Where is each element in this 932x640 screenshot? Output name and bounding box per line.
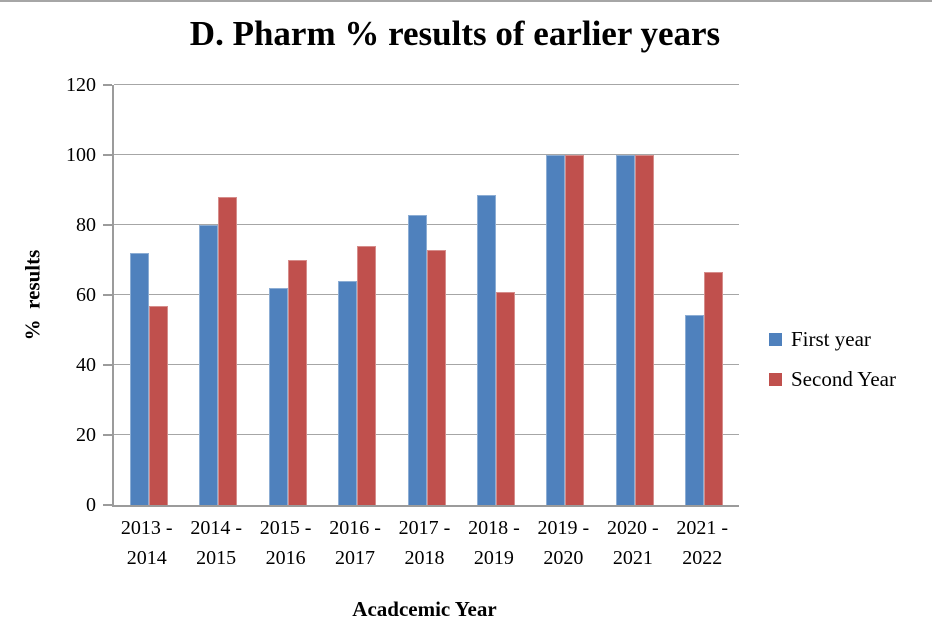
x-category-label-1: 2013 - 2014: [120, 517, 173, 569]
gridline-y80: [114, 224, 739, 225]
bar-second-year-8: [634, 155, 654, 505]
legend-swatch-icon: [769, 332, 782, 346]
x-axis-title: Acadcemic Year: [352, 597, 497, 621]
bar-second-year-4: [357, 246, 377, 505]
bar-first-year-5: [407, 214, 427, 505]
bar-second-year-9: [704, 271, 724, 505]
x-category-label-3: 2015 - 2016: [259, 517, 312, 569]
bar-second-year-3: [287, 260, 307, 505]
y-tick-mark-80: [103, 224, 112, 226]
y-tick-mark-0: [103, 504, 112, 506]
bar-second-year-2: [218, 197, 238, 505]
y-tick-label-0: 0: [86, 494, 96, 516]
bar-first-year-2: [199, 225, 219, 505]
y-tick-mark-120: [103, 84, 112, 86]
page-top-border: [0, 0, 932, 2]
x-category-label-5: 2017 - 2018: [398, 517, 451, 569]
bar-second-year-5: [426, 249, 446, 505]
y-tick-label-80: 80: [76, 214, 96, 236]
x-category-label-7: 2019 - 2020: [537, 517, 590, 569]
bar-second-year-6: [495, 291, 515, 505]
y-tick-mark-60: [103, 294, 112, 296]
bar-first-year-4: [338, 281, 358, 505]
bar-second-year-7: [565, 155, 585, 505]
x-category-label-2: 2014 - 2015: [190, 517, 242, 569]
legend-item-first-year: First year: [769, 326, 896, 352]
bar-first-year-3: [268, 288, 288, 505]
y-tick-label-120: 120: [66, 74, 96, 96]
x-category-label-9: 2021 - 2022: [676, 517, 729, 569]
x-category-label-8: 2020 - 2021: [606, 517, 659, 569]
gridline-y100: [114, 154, 739, 155]
legend: First year Second Year: [769, 326, 896, 406]
bar-first-year-7: [546, 155, 566, 505]
legend-label: Second Year: [791, 367, 896, 391]
bar-first-year-1: [129, 253, 149, 505]
y-tick-mark-40: [103, 364, 112, 366]
plot-area: [112, 84, 739, 507]
y-tick-label-100: 100: [66, 144, 96, 166]
gridline-y120: [114, 84, 739, 85]
bar-first-year-6: [476, 195, 496, 505]
legend-item-second-year: Second Year: [769, 366, 896, 392]
y-tick-mark-20: [103, 434, 112, 436]
x-category-label-6: 2018 - 2019: [468, 517, 520, 569]
chart-title: D. Pharm % results of earlier years: [189, 14, 721, 53]
y-tick-label-20: 20: [76, 424, 96, 446]
y-tick-label-40: 40: [76, 354, 96, 376]
bar-first-year-8: [615, 155, 635, 505]
y-tick-label-60: 60: [76, 284, 96, 306]
legend-swatch-icon: [769, 372, 782, 386]
x-category-label-4: 2016 - 2017: [329, 517, 381, 569]
legend-label: First year: [791, 327, 871, 351]
bar-second-year-1: [148, 305, 168, 505]
bar-first-year-9: [685, 314, 705, 505]
y-tick-mark-100: [103, 154, 112, 156]
